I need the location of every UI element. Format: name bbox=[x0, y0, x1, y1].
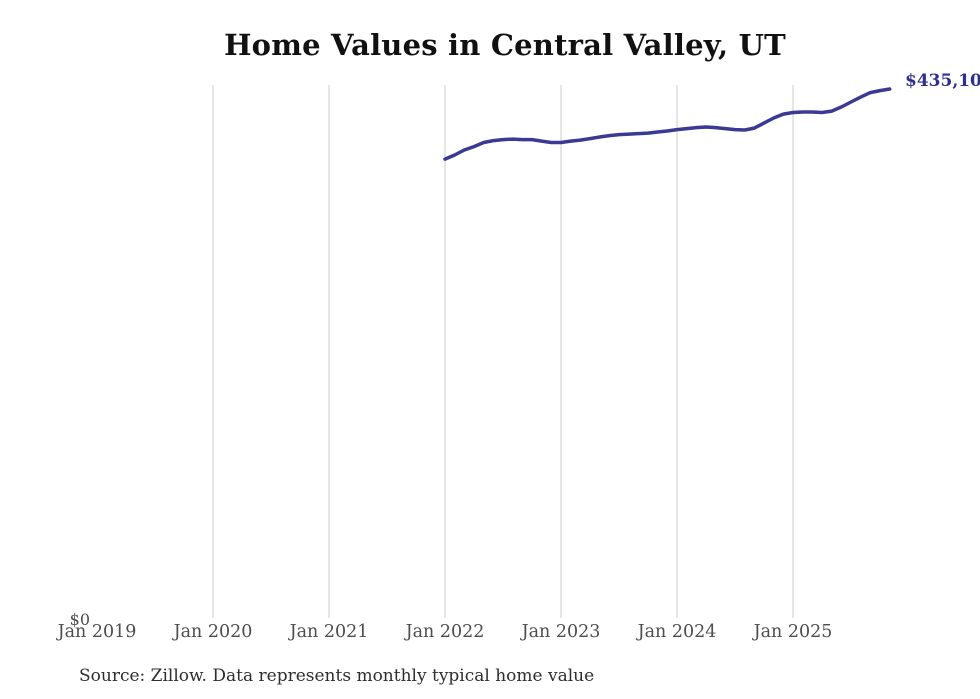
x-axis-tick-label: Jan 2025 bbox=[753, 622, 833, 642]
x-axis-tick-label: Jan 2024 bbox=[637, 622, 717, 642]
chart-title: Home Values in Central Valley, UT bbox=[224, 28, 786, 62]
source-note: Source: Zillow. Data represents monthly … bbox=[79, 666, 595, 686]
x-axis-tick-label: Jan 2020 bbox=[173, 622, 253, 642]
x-axis-tick-label: Jan 2021 bbox=[289, 622, 369, 642]
x-axis-tick-label: Jan 2019 bbox=[57, 622, 137, 642]
home-value-series-line bbox=[443, 87, 892, 161]
y-axis-zero-label: $0 bbox=[69, 610, 90, 629]
x-axis-tick-label: Jan 2022 bbox=[405, 622, 485, 642]
x-axis-tick-label: Jan 2023 bbox=[521, 622, 601, 642]
latest-value-label: $435,103 bbox=[905, 71, 980, 91]
